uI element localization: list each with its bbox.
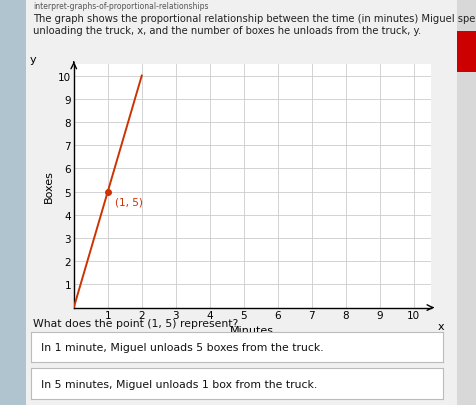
Text: In 5 minutes, Miguel unloads 1 box from the truck.: In 5 minutes, Miguel unloads 1 box from …: [41, 379, 317, 389]
Text: The graph shows the proportional relationship between the time (in minutes) Migu: The graph shows the proportional relatio…: [33, 14, 476, 24]
Text: What does the point (1, 5) represent?: What does the point (1, 5) represent?: [33, 318, 238, 328]
Text: In 1 minute, Miguel unloads 5 boxes from the truck.: In 1 minute, Miguel unloads 5 boxes from…: [41, 342, 324, 352]
Text: interpret-graphs-of-proportional-relationships: interpret-graphs-of-proportional-relatio…: [33, 2, 209, 11]
Y-axis label: Boxes: Boxes: [44, 170, 54, 202]
X-axis label: Minutes: Minutes: [230, 325, 274, 335]
Text: y: y: [30, 55, 36, 65]
Text: (1, 5): (1, 5): [115, 197, 142, 207]
Text: x: x: [437, 321, 444, 331]
Text: unloading the truck, x, and the number of boxes he unloads from the truck, y.: unloading the truck, x, and the number o…: [33, 26, 422, 36]
